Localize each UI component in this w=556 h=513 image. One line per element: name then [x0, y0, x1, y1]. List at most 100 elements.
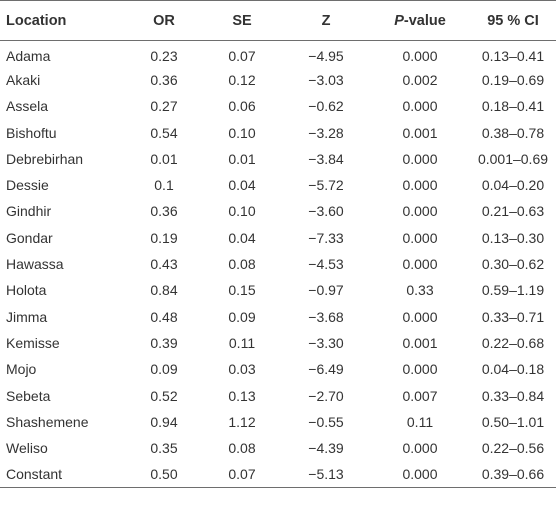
cell-z: −5.13: [282, 461, 370, 489]
cell-location: Akaki: [6, 71, 41, 88]
cell-p-value: 0.000: [402, 229, 438, 246]
cell-location: Shashemene: [6, 413, 89, 430]
table-row: Weliso 0.35 0.08 −4.39 0.000 0.22–0.56: [0, 435, 556, 461]
cell-z: −3.30: [308, 334, 344, 351]
table-row: Adama 0.23 0.07 −4.95 0.000 0.13–0.41: [0, 41, 556, 67]
cell-ci: 0.59–1.19: [481, 282, 545, 299]
cell-ci: 0.21–0.63: [481, 203, 545, 220]
cell-z: −3.68: [308, 308, 344, 325]
cell-location: Bishoftu: [6, 124, 57, 141]
cell-ci: 0.50–1.01: [481, 413, 545, 430]
cell-se: 1.12: [228, 413, 256, 430]
cell-z: −3.84: [308, 150, 344, 167]
header-p-value: P-value: [370, 0, 470, 41]
table-row: Debrebirhan 0.01 0.01 −3.84 0.000 0.001–…: [0, 146, 556, 172]
cell-z: −7.33: [308, 229, 344, 246]
table-body: Adama 0.23 0.07 −4.95 0.000 0.13–0.41 Ak…: [0, 41, 556, 489]
table-row: Gindhir 0.36 0.10 −3.60 0.000 0.21–0.63: [0, 198, 556, 224]
cell-ci: 0.04–0.20: [481, 177, 545, 194]
cell-or: 0.19: [150, 229, 178, 246]
cell-or: 0.23: [150, 48, 178, 65]
cell-p-value: 0.002: [402, 71, 438, 88]
cell-z: −4.39: [308, 440, 344, 457]
cell-location: Adama: [6, 48, 51, 65]
cell-z: −3.28: [308, 124, 344, 141]
cell-location: Gondar: [6, 229, 53, 246]
cell-location: Constant: [0, 461, 126, 489]
cell-se: 0.11: [228, 334, 256, 351]
cell-or: 0.54: [150, 124, 178, 141]
cell-location: Jimma: [6, 308, 48, 325]
cell-z: −5.72: [308, 177, 344, 194]
table-row: Kemisse 0.39 0.11 −3.30 0.001 0.22–0.68: [0, 330, 556, 356]
cell-p-value: 0.11: [406, 413, 434, 430]
cell-or: 0.36: [150, 71, 178, 88]
table-header: Location OR SE Z P-value 95 % CI: [0, 0, 556, 41]
cell-z: −2.70: [308, 387, 344, 404]
cell-p-value: 0.000: [402, 361, 438, 378]
cell-p-value: 0.001: [402, 334, 438, 351]
cell-or: 0.09: [150, 361, 178, 378]
cell-location: Weliso: [6, 440, 48, 457]
cell-location: Mojo: [6, 361, 37, 378]
cell-ci: 0.22–0.68: [481, 334, 545, 351]
cell-or: 0.27: [150, 98, 178, 115]
cell-p-value: 0.000: [402, 98, 438, 115]
table-row: Mojo 0.09 0.03 −6.49 0.000 0.04–0.18: [0, 356, 556, 382]
cell-se: 0.15: [228, 282, 256, 299]
table-row: Holota 0.84 0.15 −0.97 0.33 0.59–1.19: [0, 277, 556, 303]
cell-ci: 0.33–0.84: [481, 387, 545, 404]
cell-ci: 0.001–0.69: [477, 150, 549, 167]
cell-location: Dessie: [6, 177, 49, 194]
cell-location: Sebeta: [6, 387, 51, 404]
header-p-italic: P: [394, 12, 404, 29]
cell-se: 0.04: [228, 177, 256, 194]
cell-location: Gindhir: [6, 203, 52, 220]
cell-z: −3.03: [308, 71, 344, 88]
cell-z: −3.60: [308, 203, 344, 220]
cell-or: 0.01: [150, 150, 178, 167]
cell-location: Hawassa: [6, 256, 64, 273]
cell-p-value: 0.000: [402, 150, 438, 167]
cell-or: 0.94: [150, 413, 178, 430]
cell-ci: 0.30–0.62: [481, 256, 545, 273]
cell-p-value: 0.000: [402, 256, 438, 273]
cell-ci: 0.13–0.30: [481, 229, 545, 246]
cell-se: 0.07: [228, 48, 256, 65]
header-row: Location OR SE Z P-value 95 % CI: [0, 0, 556, 41]
cell-p-value: 0.000: [402, 308, 438, 325]
header-se: SE: [202, 0, 282, 41]
cell-ci: 0.22–0.56: [481, 440, 545, 457]
cell-or: 0.43: [150, 256, 178, 273]
cell-se: 0.07: [202, 461, 282, 489]
table-row: Gondar 0.19 0.04 −7.33 0.000 0.13–0.30: [0, 225, 556, 251]
header-z: Z: [282, 0, 370, 41]
cell-se: 0.10: [228, 124, 256, 141]
cell-p-value: 0.007: [402, 387, 438, 404]
cell-or: 0.35: [150, 440, 178, 457]
table-row: Bishoftu 0.54 0.10 −3.28 0.001 0.38–0.78: [0, 119, 556, 145]
cell-se: 0.04: [228, 229, 256, 246]
cell-p-value: 0.000: [402, 48, 438, 65]
cell-se: 0.09: [228, 308, 256, 325]
header-ci: 95 % CI: [470, 0, 556, 41]
cell-or: 0.52: [150, 387, 178, 404]
cell-p-value: 0.33: [406, 282, 434, 299]
table-row: Shashemene 0.94 1.12 −0.55 0.11 0.50–1.0…: [0, 409, 556, 435]
table-row: Sebeta 0.52 0.13 −2.70 0.007 0.33–0.84: [0, 382, 556, 408]
header-p-rest: -value: [403, 12, 446, 29]
table-row: Hawassa 0.43 0.08 −4.53 0.000 0.30–0.62: [0, 251, 556, 277]
cell-z: −0.55: [308, 413, 344, 430]
table-row: Akaki 0.36 0.12 −3.03 0.002 0.19–0.69: [0, 67, 556, 93]
cell-z: −6.49: [308, 361, 344, 378]
cell-or: 0.48: [150, 308, 178, 325]
cell-or: 0.84: [150, 282, 178, 299]
cell-ci: 0.04–0.18: [481, 361, 545, 378]
cell-p-value: 0.000: [402, 440, 438, 457]
cell-ci: 0.38–0.78: [481, 124, 545, 141]
cell-ci: 0.13–0.41: [481, 48, 545, 65]
cell-se: 0.03: [228, 361, 256, 378]
cell-z: −4.53: [308, 256, 344, 273]
cell-p-value: 0.000: [370, 461, 470, 489]
